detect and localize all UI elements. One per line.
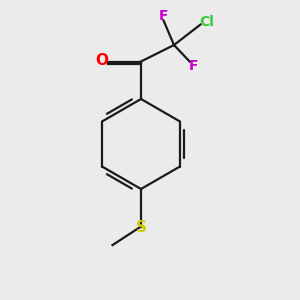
Text: F: F (159, 9, 168, 23)
Text: O: O (95, 53, 108, 68)
Text: S: S (136, 220, 146, 236)
Text: Cl: Cl (200, 15, 214, 29)
Text: F: F (188, 59, 198, 73)
